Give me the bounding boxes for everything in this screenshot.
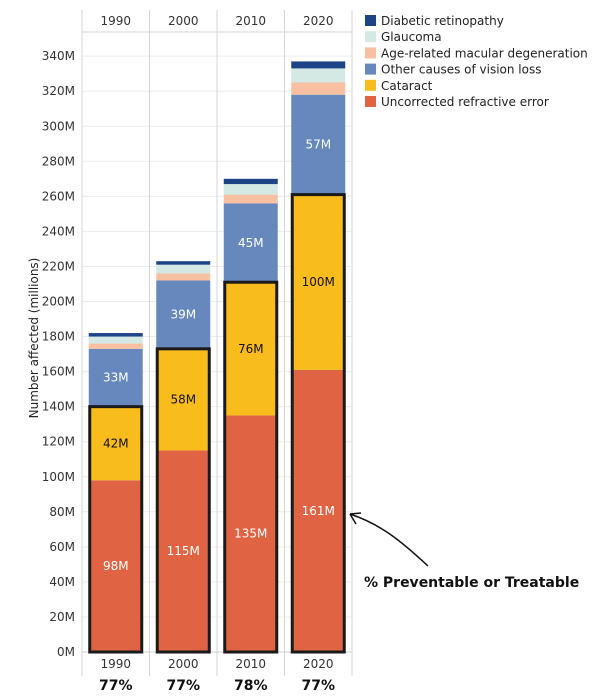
data-label-2020-0: 161M — [302, 504, 335, 518]
legend-label: Diabetic retinopathy — [381, 14, 504, 28]
y-tick-label: 0M — [57, 645, 75, 659]
bar-2000-age-related-macular-degeneration — [156, 273, 211, 281]
annotation-arrowhead — [349, 512, 362, 525]
y-tick-label: 300M — [42, 119, 75, 133]
bar-2000-cataract — [156, 348, 211, 451]
data-label-2010-2: 45M — [238, 236, 264, 250]
legend-label: Cataract — [381, 79, 433, 93]
y-tick-label: 340M — [42, 49, 75, 63]
bars — [88, 61, 346, 652]
bar-1990-uncorrected-refractive-error — [88, 480, 143, 652]
bar-2020-other-causes-of-vision-loss — [291, 94, 346, 195]
legend-swatch-uncorrected-refractive-error — [365, 96, 376, 107]
bar-2020-uncorrected-refractive-error — [291, 369, 346, 652]
legend-label: Glaucoma — [381, 30, 442, 44]
y-tick-label: 160M — [42, 365, 75, 379]
y-tick-label: 20M — [49, 610, 75, 624]
legend-swatch-age-related-macular-degeneration — [365, 47, 376, 59]
x-tick-top-1990: 1990 — [100, 14, 131, 28]
y-tick-label: 320M — [42, 84, 75, 98]
bar-2010-glaucoma — [223, 184, 278, 195]
bar-2020-age-related-macular-degeneration — [291, 82, 346, 95]
bar-2000-diabetic-retinopathy — [156, 261, 211, 265]
y-tick-label: 100M — [42, 470, 75, 484]
bar-2000-glaucoma — [156, 264, 211, 274]
legend: Diabetic retinopathy Glaucoma Age-related … — [365, 14, 588, 109]
bar-2020-diabetic-retinopathy — [291, 61, 346, 69]
preventable-outline-2000 — [155, 347, 211, 654]
bar-1990-glaucoma — [88, 336, 143, 344]
x-tick-top-2010: 2010 — [235, 14, 266, 28]
bar-2010-cataract — [223, 282, 278, 416]
legend-swatch-glaucoma — [365, 31, 376, 43]
bar-2000-other-causes-of-vision-loss — [156, 280, 211, 349]
y-axis-label: Number affected (millions) — [27, 258, 41, 419]
bar-2010-uncorrected-refractive-error — [223, 415, 278, 652]
data-label-2020-2: 57M — [305, 138, 331, 152]
bar-2000-uncorrected-refractive-error — [156, 450, 211, 652]
bar-2020-cataract — [291, 194, 346, 370]
y-tick-label: 200M — [42, 295, 75, 309]
bar-1990-other-causes-of-vision-loss — [88, 348, 143, 407]
legend-label: Uncorrected refractive error — [381, 95, 549, 109]
legend-swatch-other-causes-of-vision-loss — [365, 63, 376, 75]
y-tick-label: 220M — [42, 259, 75, 273]
x-axis-bottom: 1990 2000 2010 2020 — [100, 657, 333, 671]
y-tick-label: 60M — [49, 540, 75, 554]
bar-2010-diabetic-retinopathy — [223, 178, 278, 185]
x-tick-bottom-2000: 2000 — [168, 657, 199, 671]
data-label-2010-0: 135M — [234, 527, 267, 541]
preventable-highlights — [88, 193, 346, 654]
y-tick-label: 280M — [42, 154, 75, 168]
y-axis: 0M 20M 40M 60M 80M 100M 120M 140M 160M 180M 200M 22… — [42, 49, 75, 659]
data-label-1990-2: 33M — [103, 371, 129, 385]
preventable-outline-1990 — [88, 405, 144, 654]
x-tick-top-2000: 2000 — [168, 14, 199, 28]
data-label-2020-1: 100M — [302, 275, 335, 289]
y-tick-label: 240M — [42, 224, 75, 238]
x-tick-bottom-2020: 2020 — [303, 657, 334, 671]
bar-1990-diabetic-retinopathy — [88, 333, 143, 337]
y-tick-label: 40M — [49, 575, 75, 589]
preventable-pct-1990: 77% — [99, 678, 133, 694]
annotation-arrow — [349, 513, 429, 567]
bar-2010-other-causes-of-vision-loss — [223, 203, 278, 283]
annotation-text: % Preventable or Treatable — [364, 575, 579, 591]
bar-labels: 98M 42M 33M 115M 58M 39M 135M 76M 45M 161M 100M 57M — [103, 138, 335, 573]
x-tick-bottom-2010: 2010 — [235, 657, 266, 671]
preventable-outline-2010 — [223, 280, 279, 654]
data-label-2010-1: 76M — [238, 342, 264, 356]
x-axis-top: 1990 2000 2010 2020 — [100, 14, 333, 28]
legend-label: Other causes of vision loss — [381, 63, 542, 77]
legend-swatch-cataract — [365, 79, 376, 91]
x-tick-bottom-1990: 1990 — [100, 657, 131, 671]
y-tick-label: 140M — [42, 400, 75, 414]
y-tick-label: 80M — [49, 505, 75, 519]
data-label-2000-1: 58M — [170, 393, 196, 407]
y-tick-label: 180M — [42, 330, 75, 344]
data-label-2000-0: 115M — [167, 544, 200, 558]
data-label-1990-0: 98M — [103, 559, 129, 573]
bar-1990-cataract — [88, 406, 143, 481]
y-tick-label: 120M — [42, 435, 75, 449]
data-label-2000-2: 39M — [170, 308, 196, 322]
data-label-1990-1: 42M — [103, 436, 129, 450]
bar-1990-age-related-macular-degeneration — [88, 343, 143, 349]
preventable-pct-2020: 77% — [301, 678, 335, 694]
preventable-outline-2020 — [290, 193, 346, 654]
y-tick-label: 260M — [42, 189, 75, 203]
legend-label: Age-related macular degeneration — [381, 46, 588, 60]
preventable-pct-2010: 78% — [234, 678, 268, 694]
bar-2020-glaucoma — [291, 68, 346, 83]
annotation: % Preventable or Treatable — [349, 512, 579, 591]
legend-swatch-diabetic-retinopathy — [365, 15, 376, 26]
x-tick-top-2020: 2020 — [303, 14, 334, 28]
preventable-pct-2000: 77% — [166, 678, 200, 694]
bar-2010-age-related-macular-degeneration — [223, 194, 278, 204]
preventable-percentages: 77% 77% 78% 77% — [99, 678, 335, 694]
